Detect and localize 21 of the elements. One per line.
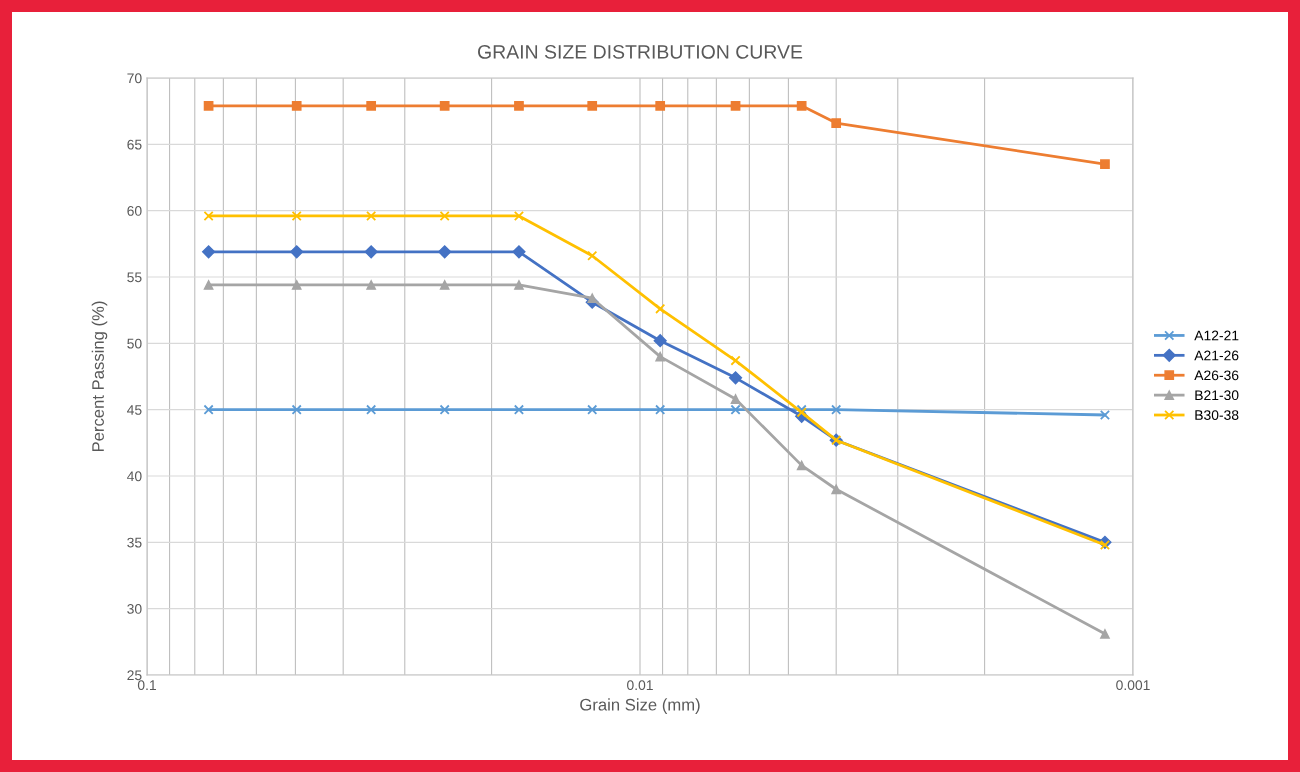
y-tick-label: 30 xyxy=(127,604,142,614)
legend-label: A26-36 xyxy=(1194,370,1239,381)
x-axis-title: Grain Size (mm) xyxy=(580,698,700,714)
x-tick-label: 0.001 xyxy=(1116,680,1150,691)
y-axis-title: Percent Passing (%) xyxy=(91,301,108,452)
legend-label: B21-30 xyxy=(1195,390,1239,401)
y-tick-label: 35 xyxy=(127,537,142,548)
y-tick-label: 40 xyxy=(127,471,142,482)
y-tick-label: 50 xyxy=(127,338,142,349)
x-tick-label: 0.01 xyxy=(627,680,653,691)
chart-title: GRAIN SIZE DISTRIBUTION CURVE xyxy=(478,44,803,59)
y-tick-label: 25 xyxy=(127,670,142,681)
y-tick-label: 45 xyxy=(127,405,142,415)
legend-label: A21-26 xyxy=(1194,350,1239,361)
legend-label: A12-21 xyxy=(1194,330,1239,341)
y-tick-label: 55 xyxy=(127,272,142,283)
x-tick-label: 0.1 xyxy=(137,680,156,691)
y-tick-label: 65 xyxy=(127,139,142,150)
legend-label: B30-38 xyxy=(1195,410,1239,421)
y-tick-label: 70 xyxy=(127,73,142,84)
y-tick-label: 60 xyxy=(127,206,142,216)
